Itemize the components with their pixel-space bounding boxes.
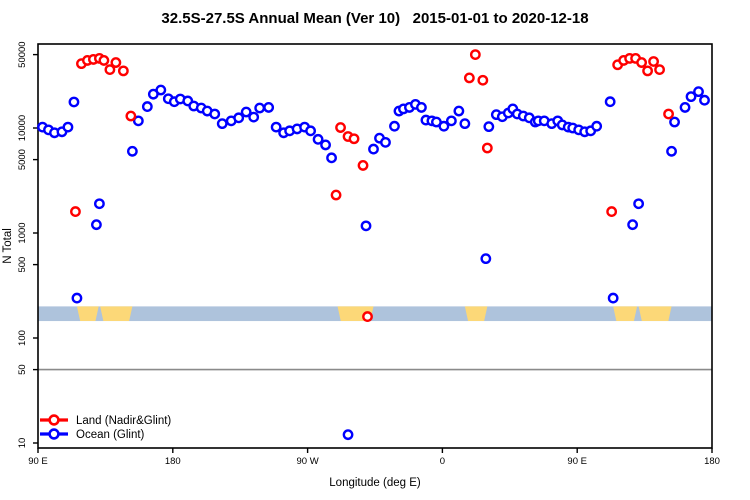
ocean-point [480,253,492,265]
land-point [606,206,618,217]
ocean-strip [38,306,712,322]
ocean-point [320,139,331,151]
ocean-point [591,120,603,132]
land-point [335,122,346,133]
ocean-point [416,102,427,113]
ocean-point [380,136,391,148]
y-tick-label: 5000 [17,149,28,170]
plot-box [37,43,713,449]
ocean-point [91,219,102,231]
ocean-point [233,112,245,124]
y-tick-label: 100 [17,330,28,346]
land-point [463,72,475,84]
land-point [477,74,489,86]
ocean-point [248,111,260,123]
ocean-point [68,96,80,108]
ocean-point [445,115,457,127]
ocean-point [62,121,74,133]
land-strip-segment [100,306,133,322]
ocean-point [453,105,465,117]
ocean-point [360,220,372,232]
chart-title: 32.5S-27.5S Annual Mean (Ver 10) 2015-01… [161,10,589,27]
land-point [104,64,116,75]
ocean-point [679,102,691,113]
ocean-point [240,106,252,118]
x-tick-label: 90 W [297,456,319,467]
land-point [654,64,665,75]
ocean-point [94,198,105,210]
ocean-point [312,133,324,145]
land-strip-segment [638,306,672,322]
land-point [481,142,493,154]
ocean-point [326,152,337,164]
legend-marker-icon [48,428,60,440]
ocean-point [627,219,639,231]
legend-label: Land (Nadir&Glint) [76,415,171,427]
y-tick-label: 10 [17,438,28,449]
land-point [636,57,648,68]
ocean-point [483,121,495,133]
x-tick-label: 90 E [567,456,587,467]
land-strip-segment [464,306,488,322]
x-tick-label: 180 [165,456,181,467]
ocean-point [263,102,275,113]
ocean-point [438,120,450,132]
x-tick-label: 0 [440,456,445,467]
land-point [348,133,360,145]
ocean-point [305,125,316,137]
land-point [70,206,81,217]
x-tick-label: 90 E [28,456,48,467]
land-point [663,108,674,120]
ocean-point [693,86,704,98]
land-point [117,65,129,77]
ocean-point [132,115,144,127]
ocean-point [71,292,83,304]
ocean-point [254,102,266,114]
land-point [330,189,342,201]
ocean-point [141,101,153,112]
land-strip-segment [76,306,99,322]
ocean-point [699,94,710,106]
land-point [125,110,137,122]
ocean-point [155,84,167,96]
ocean-point [270,121,282,133]
y-tick-label: 10000 [17,115,28,141]
land-point [642,65,653,77]
land-strip-segment [613,306,638,322]
y-tick-label: 500 [17,257,28,273]
y-tick-label: 50 [17,364,28,375]
land-point [98,55,110,66]
ocean-point [669,116,680,128]
ocean-point [607,292,619,304]
ocean-point [126,145,138,157]
ocean-point [368,143,379,155]
x-tick-label: 180 [704,456,720,467]
land-point [362,311,373,322]
legend-marker-icon [48,414,60,426]
x-axis-title: Longitude (deg E) [329,477,421,489]
legend-label: Ocean (Glint) [76,429,145,441]
land-point [110,57,122,68]
ocean-point [604,96,616,108]
ocean-point [685,91,697,103]
y-axis-title: N Total [2,228,14,264]
y-tick-label: 1000 [17,222,28,243]
ocean-point [389,120,400,132]
ocean-point [666,145,677,157]
land-point [648,56,659,67]
y-tick-label: 50000 [17,41,28,67]
land-point [357,160,369,171]
land-point [469,49,481,61]
ocean-point [209,108,221,120]
ocean-point [216,118,228,130]
ocean-point [342,429,354,441]
ocean-point [459,118,471,130]
ocean-point [633,198,645,210]
